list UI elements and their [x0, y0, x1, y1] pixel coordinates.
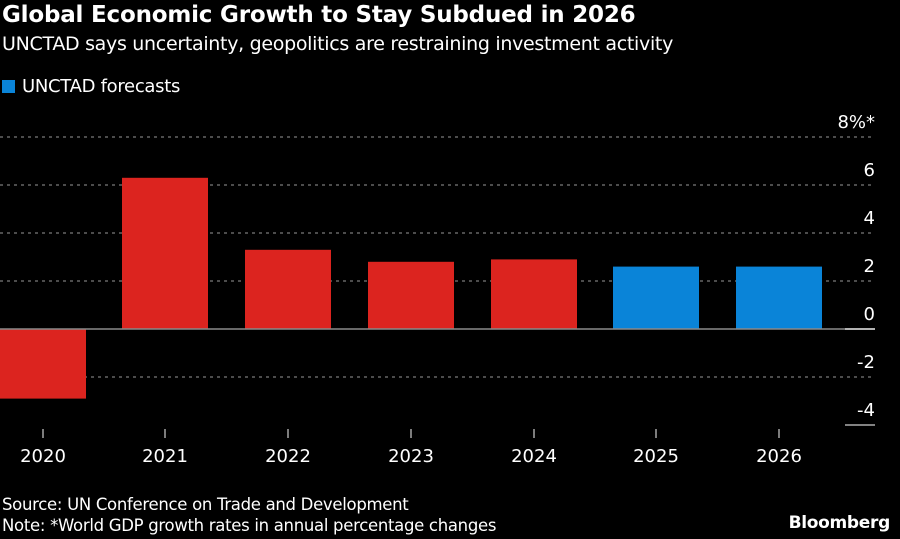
bar-2020	[0, 329, 86, 399]
y-tick-label: 8%*	[837, 112, 875, 133]
x-tick-label: 2023	[388, 446, 434, 467]
y-tick-label: 4	[864, 208, 875, 229]
y-tick-label: 2	[864, 256, 875, 277]
x-tick-label: 2022	[265, 446, 311, 467]
source-note: Source: UN Conference on Trade and Devel…	[2, 495, 409, 514]
bar-2025	[613, 266, 699, 329]
x-tick-label: 2020	[20, 446, 66, 467]
bar-chart: 8%* 6 4 2 0 -2 -4 2020 2021 2022 2023 2024 2025 2026	[0, 112, 875, 467]
x-tick-label: 2025	[633, 446, 679, 467]
legend-label-forecast: UNCTAD forecasts	[22, 76, 181, 97]
bar-2021	[122, 177, 208, 329]
y-tick-label: 6	[864, 160, 875, 181]
bar-2026	[736, 266, 822, 329]
x-tick-label: 2024	[511, 446, 557, 467]
x-tick-label: 2021	[142, 446, 188, 467]
bar-2024	[491, 259, 577, 329]
y-tick-label: -2	[857, 352, 875, 373]
footnote: Note: *World GDP growth rates in annual …	[2, 516, 497, 535]
legend: UNCTAD forecasts	[2, 76, 180, 97]
y-tick-label: -4	[857, 400, 875, 421]
bloomberg-logo: Bloomberg	[788, 513, 891, 533]
chart-title: Global Economic Growth to Stay Subdued i…	[2, 2, 636, 28]
footer-notes: Source: UN Conference on Trade and Devel…	[2, 494, 496, 536]
bar-2023	[368, 261, 454, 329]
legend-swatch-forecast	[2, 80, 15, 93]
chart-subtitle: UNCTAD says uncertainty, geopolitics are…	[2, 33, 674, 55]
x-tick-label: 2026	[756, 446, 802, 467]
y-tick-label: 0	[864, 304, 875, 325]
bar-2022	[245, 249, 331, 329]
